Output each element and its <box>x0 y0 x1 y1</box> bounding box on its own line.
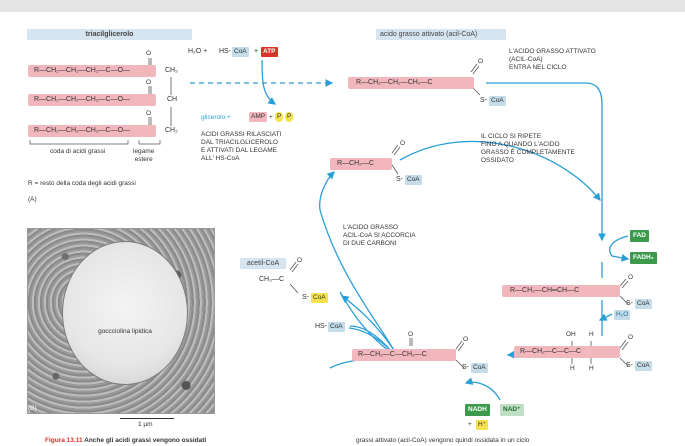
hydroxy-formula: R—CH₂—C—C—C <box>520 348 582 355</box>
enoyl-s: S- <box>626 300 633 307</box>
droplet-label: goccciolina lipidica <box>98 328 152 335</box>
curved-activation-arrow <box>261 59 277 105</box>
nad-arrow <box>464 377 501 401</box>
fatty-acid-chain-3 <box>28 125 156 137</box>
panel-a-label: (A) <box>28 196 37 203</box>
chain-formula-1: R—CH₂—CH₂—CH₂—C—O— <box>34 67 131 74</box>
repeat-arrow <box>399 140 601 202</box>
header-activated-acyl-coa: acido grasso attivato (acil-CoA) <box>376 29 506 40</box>
amp-badge: AMP <box>249 112 268 122</box>
coa-badge: CoA <box>232 47 249 57</box>
release-text: ACIDI GRASSI RILASCIATI DAL TRIACILGLICE… <box>201 131 282 162</box>
phosphate-badge-2: P <box>285 112 294 122</box>
acetyl-o: O <box>297 257 303 264</box>
enoyl-o: O <box>628 274 634 281</box>
tail-bracket <box>29 140 129 145</box>
entry-arrow <box>486 82 606 242</box>
carbonyl-o-2: O <box>146 79 152 86</box>
enter-text: L'ACIDO GRASSO ATTIVATO (ACIL-CoA) ENTRA… <box>509 48 596 71</box>
short-acyl-s: S- <box>396 176 403 183</box>
figure-number: Figura 13.11 <box>45 437 83 444</box>
scale-bar <box>120 418 174 419</box>
chain-formula-2: R—CH₂—CH₂—CH₂—C—O— <box>34 96 131 103</box>
hydroxy-h-bottom-1: H <box>570 365 575 372</box>
plus-sign-2: + <box>269 114 273 121</box>
keto-chain <box>352 349 456 361</box>
top-strip <box>0 0 685 12</box>
hydroxy-s: S- <box>626 362 633 369</box>
hs-label: HS- <box>219 48 232 55</box>
acetyl-coa-badge: CoA <box>311 293 328 303</box>
figure-caption-text: Anche gli acidi grassi vengono ossidati <box>82 437 207 444</box>
acyl-coa-badge: CoA <box>489 96 506 106</box>
short-acyl-o: O <box>400 140 406 147</box>
h2o-badge: H₂O <box>614 310 631 320</box>
phosphate-badge-1: P <box>275 112 284 122</box>
keto-formula: R—CH₂—C—CH₂—C <box>358 351 427 358</box>
short-acyl-formula: R—CH₂—C <box>337 160 374 167</box>
nadh-badge: NADH <box>465 404 490 416</box>
hydroxy-coa-badge: CoA <box>635 361 652 371</box>
panel-b-label: (B) <box>28 405 37 412</box>
shorten-text: L'ACIDO GRASSO ACIL-CoA SI ACCORCIA DI D… <box>343 224 416 247</box>
fatty-acid-chain-1 <box>28 65 156 77</box>
r-note: R = resto della coda degli acidi grassi <box>28 180 136 187</box>
carbonyl-o-3: O <box>146 110 152 117</box>
fad-badge: FAD <box>630 230 649 242</box>
figure-caption-left: Figura 13.11 Anche gli acidi grassi veng… <box>45 436 206 446</box>
hydroxy-h-top: H <box>589 331 594 338</box>
lipid-droplet: goccciolina lipidica <box>62 241 188 385</box>
hs-coa-label: HS- <box>315 323 328 330</box>
lipid-droplet-micrograph: goccciolina lipidica <box>27 228 215 414</box>
acyl-coa-formula: R—CH₂—CH₂—CH₂—C <box>356 79 433 86</box>
enoyl-chain <box>502 285 620 297</box>
ester-label: legame estere <box>133 148 155 163</box>
keto-coa-badge: CoA <box>471 363 488 373</box>
keto-o-2: O <box>463 336 469 343</box>
h2o-label: H₂O + <box>188 48 208 55</box>
backbone-ch2-top: CH₂ <box>165 67 178 74</box>
acetyl-release-arrow <box>340 295 395 351</box>
fad-arrow <box>609 235 630 262</box>
fadh2-badge: FADH₂ <box>630 252 657 264</box>
fatty-acid-chain-2 <box>28 94 156 106</box>
enoyl-coa-badge: CoA <box>635 299 652 309</box>
enoyl-formula: R—CH₂—CH═CH—C <box>510 287 580 294</box>
hydroxy-oh: OH <box>566 331 576 338</box>
hplus-prefix: + <box>468 421 472 428</box>
nad-badge: NAD⁺ <box>500 404 524 416</box>
hydroxy-chain <box>514 346 620 358</box>
hydroxy-o: O <box>628 334 634 341</box>
tail-label: coda di acidi grassi <box>50 148 106 155</box>
repeat-text: IL CICLO SI RIPETE FINO A QUANDO L'ACIDO… <box>481 133 575 164</box>
carbonyl-o-1: O <box>146 50 152 57</box>
short-acyl-chain <box>330 158 392 170</box>
scale-label: 1 µm <box>138 421 153 428</box>
short-acyl-coa-badge: CoA <box>405 175 422 185</box>
backbone-ch2-bottom: CH₂ <box>165 127 178 134</box>
keto-s: S- <box>462 364 469 371</box>
acyl-coa-s: S- <box>480 97 487 104</box>
acetyl-label: acetil-CoA <box>240 258 286 269</box>
chain-formula-3: R—CH₂—CH₂—CH₂—C—O— <box>34 127 131 134</box>
ester-bracket <box>138 140 161 145</box>
glycerol-label: glicerolo + <box>201 114 231 121</box>
plus-sign: + <box>254 48 259 55</box>
hs-coa-badge: CoA <box>328 322 345 332</box>
header-triacylglycerol: triacilglicerolo <box>27 29 192 40</box>
atp-badge: ATP <box>261 47 278 57</box>
hplus-badge: H⁺ <box>476 420 489 430</box>
acetyl-s: S- <box>302 294 309 301</box>
hydroxy-h-bottom-2: H <box>589 365 594 372</box>
backbone-ch: CH <box>167 96 178 103</box>
cycle-loop-arrow <box>319 171 399 359</box>
acyl-coa-chain <box>348 77 474 89</box>
figure-caption-right: grassi attivato (acil-CoA) vengono quind… <box>356 437 530 444</box>
acyl-coa-o: O <box>478 58 484 65</box>
acetyl-formula: CH₃—C <box>259 276 285 283</box>
keto-o-1: O <box>408 331 414 338</box>
